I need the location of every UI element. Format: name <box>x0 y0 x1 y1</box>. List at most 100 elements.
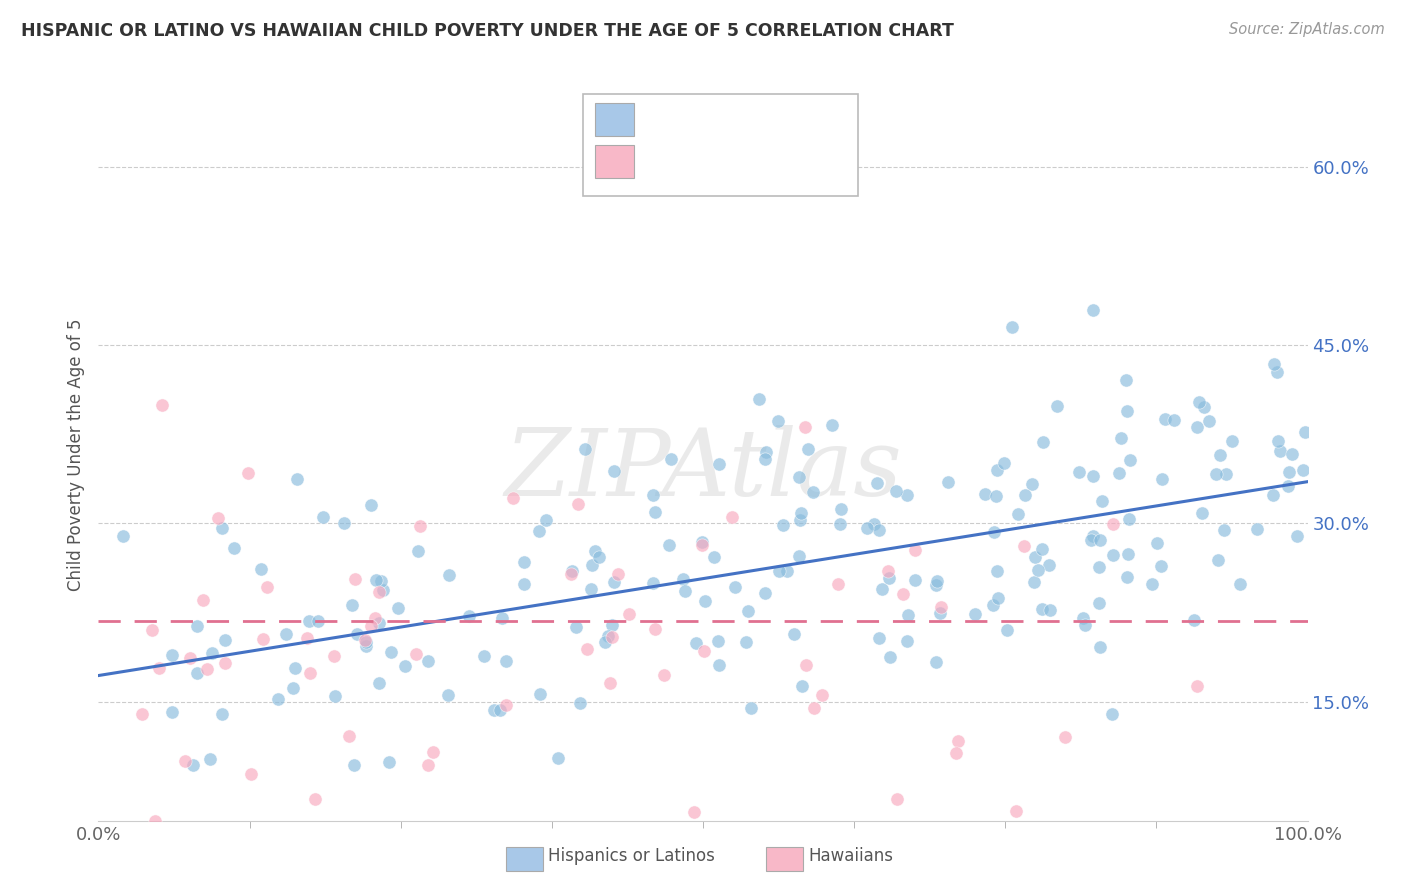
Point <box>1215 467 1237 482</box>
Point <box>644 622 666 636</box>
Point <box>748 392 770 407</box>
Point <box>891 587 914 601</box>
Point <box>737 603 759 617</box>
Point <box>904 574 927 588</box>
Point <box>602 617 624 632</box>
Point <box>474 648 496 663</box>
Point <box>565 620 588 634</box>
Point <box>659 451 682 466</box>
Point <box>340 598 363 612</box>
Point <box>360 619 382 633</box>
Point <box>162 648 184 663</box>
Point <box>422 745 444 759</box>
Point <box>685 636 707 650</box>
Point <box>380 645 402 659</box>
Point <box>868 523 890 537</box>
Point <box>276 627 298 641</box>
Point <box>1005 804 1028 818</box>
Text: Hawaiians: Hawaiians <box>808 847 893 864</box>
Point <box>581 558 603 573</box>
Point <box>796 442 818 457</box>
Point <box>1263 488 1285 502</box>
Point <box>1109 431 1132 445</box>
Point <box>1263 357 1285 371</box>
Point <box>1187 419 1209 434</box>
Point <box>224 541 246 555</box>
Point <box>1206 553 1229 567</box>
Point <box>201 646 224 660</box>
Point <box>598 629 620 643</box>
Text: ZIPAtlas: ZIPAtlas <box>505 425 901 515</box>
Point <box>724 580 747 594</box>
Point <box>886 792 908 806</box>
Point <box>437 688 460 702</box>
Text: Hispanics or Latinos: Hispanics or Latinos <box>548 847 716 864</box>
Point <box>150 398 173 412</box>
Point <box>560 567 582 582</box>
Point <box>1081 302 1104 317</box>
Point <box>1163 413 1185 427</box>
Point <box>1073 611 1095 625</box>
Point <box>789 513 811 527</box>
Point <box>491 611 513 625</box>
Point <box>1187 394 1209 409</box>
Point <box>983 524 1005 539</box>
Point <box>364 611 387 625</box>
Point <box>588 549 610 564</box>
Point <box>1265 365 1288 379</box>
Point <box>346 627 368 641</box>
Point <box>181 757 204 772</box>
Point <box>830 516 852 531</box>
Point <box>703 549 725 564</box>
Point <box>1115 570 1137 584</box>
Point <box>1067 465 1090 479</box>
Point <box>370 574 392 589</box>
Point <box>437 568 460 582</box>
Text: R =  0.745   N = 198: R = 0.745 N = 198 <box>643 101 842 119</box>
Point <box>387 601 409 615</box>
Point <box>1209 448 1232 462</box>
Point <box>1229 577 1251 591</box>
Point <box>323 689 346 703</box>
Point <box>603 464 626 478</box>
Point <box>416 757 439 772</box>
Point <box>995 623 1018 637</box>
Point <box>1277 478 1299 492</box>
Point <box>1294 425 1316 439</box>
Point <box>1192 401 1215 415</box>
Point <box>1220 434 1243 449</box>
Point <box>863 516 886 531</box>
Point <box>214 656 236 670</box>
Point <box>673 584 696 599</box>
Point <box>1046 399 1069 413</box>
Text: HISPANIC OR LATINO VS HAWAIIAN CHILD POVERTY UNDER THE AGE OF 5 CORRELATION CHAR: HISPANIC OR LATINO VS HAWAIIAN CHILD POV… <box>21 22 953 40</box>
Point <box>803 484 825 499</box>
Point <box>495 654 517 668</box>
Point <box>927 574 949 588</box>
Point <box>458 608 481 623</box>
Point <box>1281 447 1303 461</box>
Point <box>1091 493 1114 508</box>
Point <box>866 476 889 491</box>
Point <box>1267 434 1289 448</box>
Point <box>768 564 790 578</box>
Point <box>250 562 273 576</box>
Point <box>1026 563 1049 577</box>
Point <box>378 755 401 769</box>
Point <box>1031 602 1053 616</box>
Point <box>693 644 716 658</box>
Point <box>1118 511 1140 525</box>
Point <box>607 566 630 581</box>
Point <box>1150 558 1173 573</box>
Point <box>652 668 675 682</box>
Point <box>394 658 416 673</box>
Point <box>267 692 290 706</box>
Point <box>897 608 920 623</box>
Point <box>929 599 952 614</box>
Point <box>143 814 166 828</box>
Point <box>855 521 877 535</box>
Point <box>987 591 1010 606</box>
Point <box>1146 536 1168 550</box>
Point <box>600 630 623 644</box>
Point <box>876 564 898 578</box>
